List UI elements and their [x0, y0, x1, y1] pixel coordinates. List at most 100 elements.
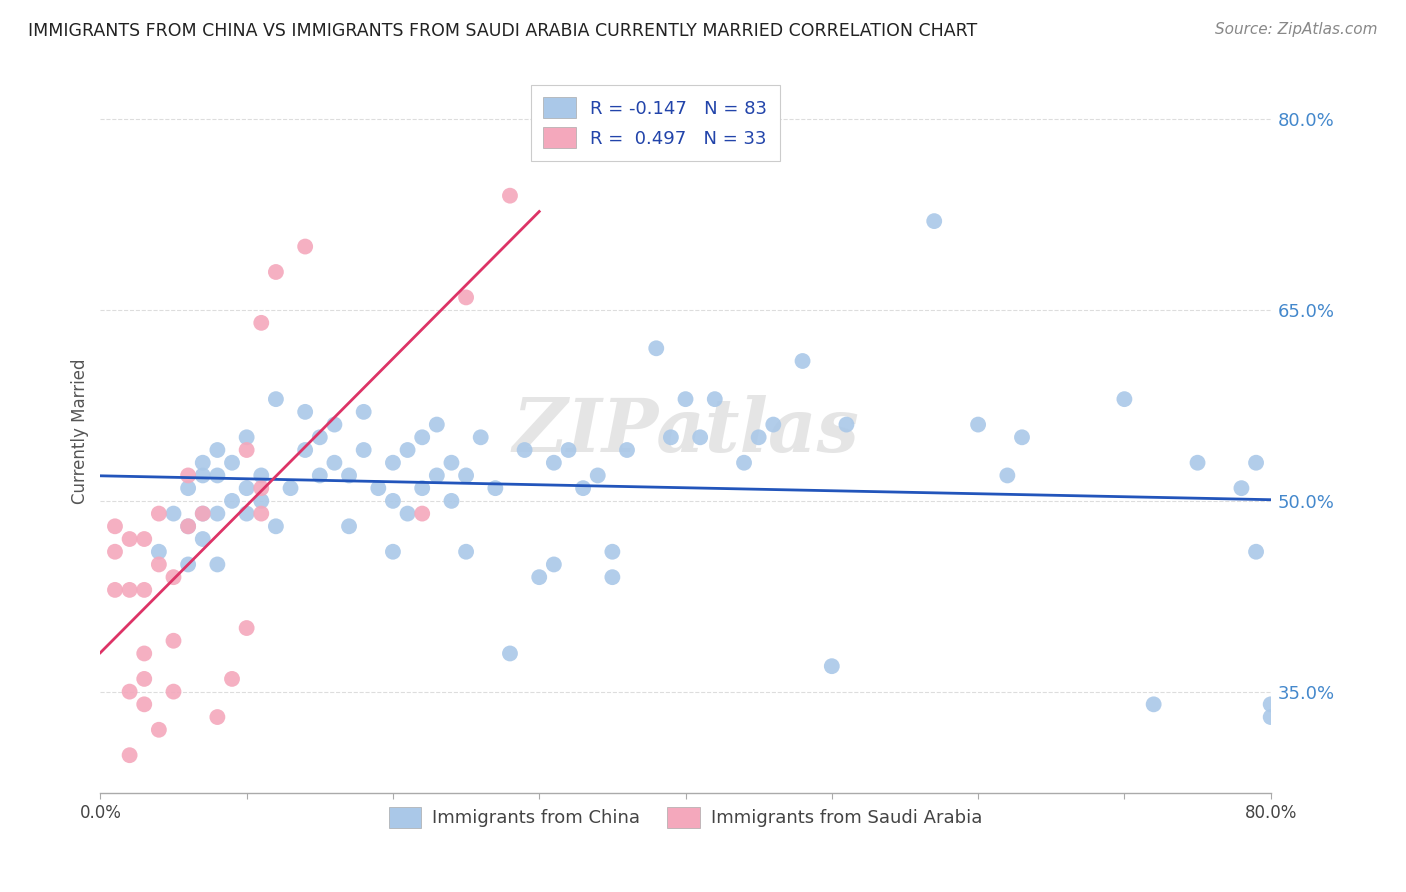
Point [440, 494, 463, 508]
Point [264, 392, 287, 406]
Point [235, 430, 257, 444]
Text: IMMIGRANTS FROM CHINA VS IMMIGRANTS FROM SAUDI ARABIA CURRENTLY MARRIED CORRELAT: IMMIGRANTS FROM CHINA VS IMMIGRANTS FROM… [28, 22, 977, 40]
Point [250, 468, 273, 483]
Point [396, 442, 419, 457]
Point [733, 456, 755, 470]
Point [104, 582, 127, 597]
Point [118, 532, 141, 546]
Point [221, 456, 243, 470]
Point [294, 405, 316, 419]
Point [602, 570, 624, 584]
Point [104, 545, 127, 559]
Point [177, 468, 200, 483]
Point [1244, 545, 1267, 559]
Point [280, 481, 302, 495]
Point [381, 545, 404, 559]
Point [1011, 430, 1033, 444]
Point [353, 442, 375, 457]
Point [162, 684, 184, 698]
Point [235, 442, 257, 457]
Point [616, 442, 638, 457]
Point [323, 417, 346, 432]
Point [207, 468, 229, 483]
Point [1244, 456, 1267, 470]
Point [250, 316, 273, 330]
Point [748, 430, 770, 444]
Point [191, 532, 214, 546]
Point [821, 659, 844, 673]
Point [499, 188, 522, 202]
Point [426, 417, 449, 432]
Point [1230, 481, 1253, 495]
Point [1187, 456, 1209, 470]
Point [557, 442, 579, 457]
Point [543, 456, 565, 470]
Point [835, 417, 858, 432]
Point [221, 672, 243, 686]
Point [118, 748, 141, 763]
Point [134, 582, 156, 597]
Point [367, 481, 389, 495]
Point [426, 468, 449, 483]
Point [235, 507, 257, 521]
Point [572, 481, 595, 495]
Point [411, 507, 433, 521]
Point [162, 570, 184, 584]
Point [162, 633, 184, 648]
Point [513, 442, 536, 457]
Point [118, 684, 141, 698]
Point [250, 507, 273, 521]
Point [191, 507, 214, 521]
Point [470, 430, 492, 444]
Point [689, 430, 711, 444]
Point [454, 290, 477, 304]
Point [134, 672, 156, 686]
Point [177, 519, 200, 533]
Point [191, 456, 214, 470]
Point [337, 519, 360, 533]
Point [221, 494, 243, 508]
Point [337, 468, 360, 483]
Point [264, 265, 287, 279]
Point [792, 354, 814, 368]
Point [104, 519, 127, 533]
Point [323, 456, 346, 470]
Point [264, 519, 287, 533]
Point [207, 442, 229, 457]
Point [148, 558, 170, 572]
Point [484, 481, 506, 495]
Point [250, 481, 273, 495]
Point [543, 558, 565, 572]
Point [411, 430, 433, 444]
Point [148, 723, 170, 737]
Point [411, 481, 433, 495]
Point [967, 417, 990, 432]
Y-axis label: Currently Married: Currently Married [72, 359, 89, 504]
Point [381, 456, 404, 470]
Point [235, 481, 257, 495]
Point [207, 507, 229, 521]
Legend: Immigrants from China, Immigrants from Saudi Arabia: Immigrants from China, Immigrants from S… [382, 800, 990, 835]
Point [191, 507, 214, 521]
Point [1114, 392, 1136, 406]
Point [675, 392, 697, 406]
Point [308, 430, 330, 444]
Point [134, 647, 156, 661]
Point [207, 710, 229, 724]
Point [191, 468, 214, 483]
Point [762, 417, 785, 432]
Point [353, 405, 375, 419]
Point [177, 519, 200, 533]
Point [148, 507, 170, 521]
Point [308, 468, 330, 483]
Point [162, 507, 184, 521]
Point [529, 570, 551, 584]
Point [499, 647, 522, 661]
Point [396, 507, 419, 521]
Text: Source: ZipAtlas.com: Source: ZipAtlas.com [1215, 22, 1378, 37]
Point [440, 456, 463, 470]
Point [454, 468, 477, 483]
Point [1260, 698, 1282, 712]
Point [1260, 710, 1282, 724]
Point [454, 545, 477, 559]
